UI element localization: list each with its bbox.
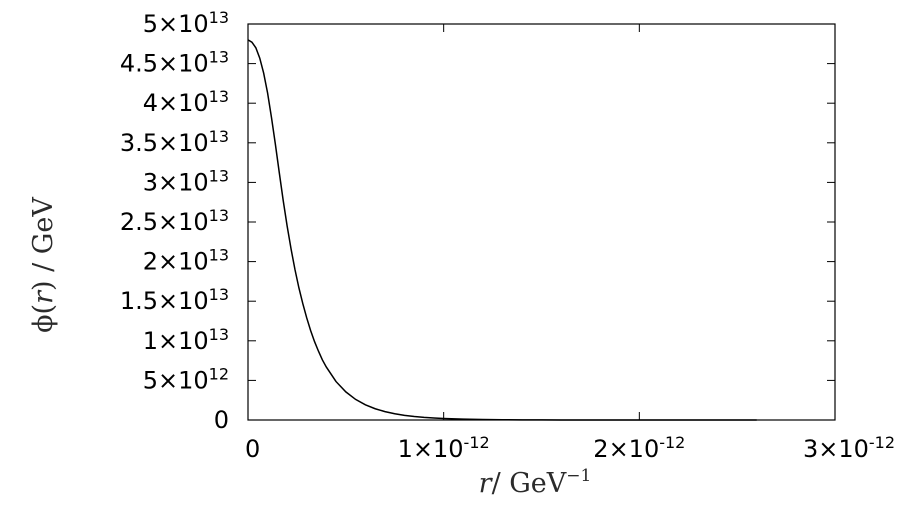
y-tick-label-exponent: 13 (209, 127, 229, 146)
y-tick-label-mantissa: 5×10 (143, 10, 209, 38)
y-tick-label: 2×1013 (143, 246, 229, 276)
y-tick-label: 1.5×1013 (120, 285, 229, 315)
y-tick-label-exponent: 13 (209, 166, 229, 185)
y-tick-label-exponent: 13 (209, 285, 229, 304)
x-axis-label: r/ GeV−1 (479, 466, 592, 499)
x-axis-ticks: 0 1×10-12 2×10-12 3×10-12 (245, 24, 895, 463)
y-axis-ticks: 05×10121×10131.5×10132×10132.5×10133×101… (120, 8, 835, 434)
x-tick-label: 2×10-12 (593, 433, 685, 463)
x-tick-label-exponent: -12 (659, 433, 685, 452)
y-tick-label: 3×1013 (143, 166, 229, 196)
x-tick-label-exponent: -12 (464, 433, 490, 452)
x-tick-label-exponent: -12 (869, 433, 895, 452)
series-layer (247, 39, 757, 421)
x-tick-label-mantissa: 3×10 (803, 435, 869, 463)
y-tick-label: 4.5×1013 (120, 48, 229, 78)
x-tick-label: 0 (245, 435, 260, 463)
y-tick-label-mantissa: 1×10 (143, 327, 209, 355)
y-tick-label-exponent: 12 (209, 364, 229, 383)
x-tick-label-mantissa: 2×10 (593, 435, 659, 463)
y-tick-label-exponent: 13 (209, 48, 229, 67)
x-axis-label-unit: / GeV (492, 468, 567, 499)
y-tick-label: 2.5×1013 (120, 206, 229, 236)
x-tick-label-mantissa: 0 (245, 435, 260, 463)
y-axis-label-unit: ) / GeV (28, 197, 59, 291)
y-axis-label: ϕ(r) / GeV (28, 197, 59, 333)
y-tick-label-mantissa: 2.5×10 (120, 208, 209, 236)
y-tick-label-mantissa: 4×10 (143, 89, 209, 117)
y-tick-label-mantissa: 1.5×10 (120, 287, 209, 315)
plot-frame (247, 23, 836, 421)
y-tick-label: 5×1012 (143, 364, 229, 394)
y-tick-label-mantissa: 3×10 (143, 168, 209, 196)
y-tick-label-exponent: 13 (209, 206, 229, 225)
y-axis-label-symbol: ϕ( (28, 304, 59, 333)
y-tick-label-exponent: 13 (209, 325, 229, 344)
y-tick-label-exponent: 13 (209, 8, 229, 27)
x-tick-label: 3×10-12 (803, 433, 895, 463)
y-tick-label: 0 (214, 406, 229, 434)
y-axis-label-variable: r (28, 289, 59, 304)
series-line (247, 39, 757, 421)
y-tick-label: 3.5×1013 (120, 127, 229, 157)
y-tick-label-mantissa: 4.5×10 (120, 50, 209, 78)
y-tick-label: 5×1013 (143, 8, 229, 38)
y-tick-label-mantissa: 0 (214, 406, 229, 434)
y-tick-label-exponent: 13 (209, 246, 229, 265)
y-tick-label: 4×1013 (143, 87, 229, 117)
x-tick-label: 1×10-12 (398, 433, 490, 463)
y-tick-label: 1×1013 (143, 325, 229, 355)
x-axis-label-exponent: −1 (566, 466, 591, 486)
y-tick-label-mantissa: 2×10 (143, 248, 209, 276)
x-tick-label-mantissa: 1×10 (398, 435, 464, 463)
y-tick-label-exponent: 13 (209, 87, 229, 106)
x-axis-label-variable: r (479, 468, 494, 499)
y-tick-label-mantissa: 5×10 (143, 366, 209, 394)
y-tick-label-mantissa: 3.5×10 (120, 129, 209, 157)
